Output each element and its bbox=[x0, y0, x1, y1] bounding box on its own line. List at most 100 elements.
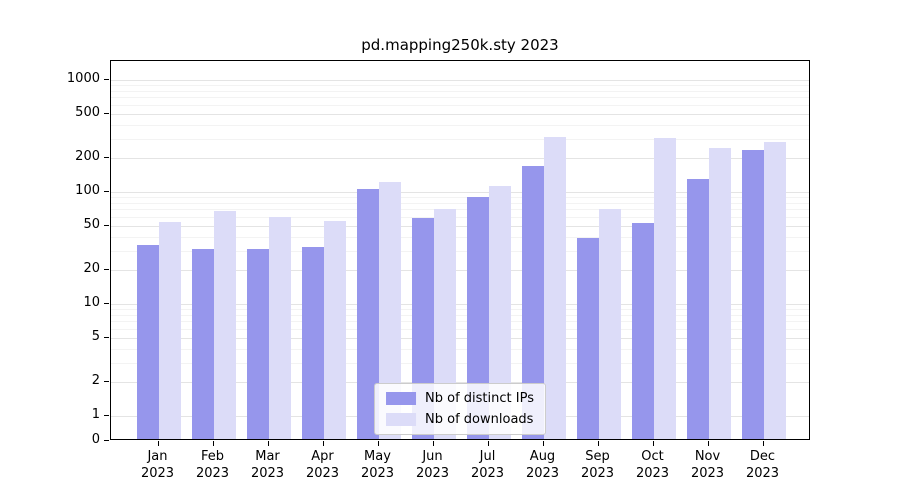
minor-gridline bbox=[111, 328, 809, 330]
x-tick-mark bbox=[157, 441, 159, 446]
y-tick-mark bbox=[104, 303, 109, 304]
x-tick-mark bbox=[432, 441, 434, 446]
bar-downloads bbox=[378, 181, 401, 439]
major-gridline bbox=[111, 270, 809, 272]
y-tick-mark bbox=[104, 269, 109, 271]
x-tick-mark bbox=[487, 441, 489, 446]
bar-distinct-ips bbox=[631, 222, 654, 439]
y-tick-mark bbox=[104, 415, 109, 416]
bar-downloads bbox=[488, 186, 511, 439]
bar-distinct-ips bbox=[576, 238, 599, 439]
y-tick-mark bbox=[104, 440, 109, 441]
minor-gridline bbox=[111, 236, 809, 238]
y-tick-label: 100 bbox=[75, 183, 100, 198]
y-tick-label: 1000 bbox=[66, 71, 100, 86]
minor-gridline bbox=[111, 209, 809, 211]
chart-title: pd.mapping250k.sty 2023 bbox=[361, 36, 559, 54]
minor-gridline bbox=[111, 202, 809, 204]
ips-color-swatch bbox=[386, 392, 417, 405]
x-tick-mark bbox=[267, 441, 269, 446]
bar-distinct-ips bbox=[686, 179, 709, 439]
x-tick-label: Jul 2023 bbox=[470, 449, 505, 481]
legend-item-distinct-ips: Nb of distinct IPs bbox=[386, 391, 534, 406]
bar-distinct-ips bbox=[521, 165, 544, 439]
major-gridline bbox=[111, 382, 809, 384]
legend-label-distinct-ips: Nb of distinct IPs bbox=[425, 391, 534, 406]
bar-downloads bbox=[158, 221, 181, 439]
minor-gridline bbox=[111, 97, 809, 99]
y-tick-mark bbox=[104, 112, 109, 114]
major-gridline bbox=[111, 337, 809, 339]
minor-gridline bbox=[111, 321, 809, 323]
y-tick-label: 5 bbox=[91, 328, 100, 344]
y-tick-label: 20 bbox=[83, 261, 100, 277]
y-tick-mark bbox=[104, 224, 109, 226]
major-gridline bbox=[111, 158, 809, 160]
x-tick-mark bbox=[542, 441, 544, 446]
major-gridline bbox=[111, 80, 809, 81]
y-tick-mark bbox=[104, 191, 109, 192]
bar-downloads bbox=[763, 141, 786, 439]
minor-gridline bbox=[111, 314, 809, 316]
y-tick-label: 10 bbox=[83, 295, 100, 310]
minor-gridline bbox=[111, 85, 809, 87]
x-tick-mark bbox=[707, 441, 709, 446]
minor-gridline bbox=[111, 250, 809, 252]
legend-label-downloads: Nb of downloads bbox=[425, 412, 534, 427]
major-gridline bbox=[111, 225, 809, 227]
x-tick-label: Aug 2023 bbox=[525, 449, 560, 481]
bar-downloads bbox=[653, 138, 676, 439]
x-tick-label: Feb 2023 bbox=[195, 449, 230, 481]
x-tick-label: Dec 2023 bbox=[745, 449, 780, 481]
minor-gridline bbox=[111, 309, 809, 311]
bar-downloads bbox=[323, 220, 346, 439]
bar-distinct-ips bbox=[301, 246, 324, 439]
legend: Nb of distinct IPs Nb of downloads bbox=[374, 383, 546, 435]
x-tick-label: Jan 2023 bbox=[140, 449, 175, 481]
x-tick-mark bbox=[322, 441, 324, 446]
bar-distinct-ips bbox=[136, 245, 159, 439]
x-tick-label: Sep 2023 bbox=[580, 449, 615, 481]
bar-downloads bbox=[598, 208, 621, 439]
minor-gridline bbox=[111, 90, 809, 92]
bar-distinct-ips bbox=[191, 248, 214, 439]
bar-distinct-ips bbox=[246, 248, 269, 439]
y-tick-mark bbox=[104, 336, 109, 338]
y-tick-label: 200 bbox=[75, 149, 100, 165]
major-gridline bbox=[111, 192, 809, 193]
x-tick-mark bbox=[652, 441, 654, 446]
bar-distinct-ips bbox=[741, 149, 764, 439]
x-tick-label: Oct 2023 bbox=[635, 449, 670, 481]
minor-gridline bbox=[111, 124, 809, 126]
legend-item-downloads: Nb of downloads bbox=[386, 412, 534, 427]
bar-downloads bbox=[543, 136, 566, 439]
bar-distinct-ips bbox=[356, 189, 379, 439]
x-tick-label: May 2023 bbox=[360, 449, 395, 481]
minor-gridline bbox=[111, 138, 809, 140]
minor-gridline bbox=[111, 197, 809, 199]
plot-area: Nb of distinct IPs Nb of downloads bbox=[110, 60, 810, 440]
minor-gridline bbox=[111, 104, 809, 106]
x-tick-mark bbox=[597, 441, 599, 446]
x-tick-mark bbox=[212, 441, 214, 446]
major-gridline bbox=[111, 113, 809, 115]
y-tick-label: 50 bbox=[83, 216, 100, 232]
y-tick-label: 1 bbox=[91, 407, 100, 422]
y-tick-mark bbox=[104, 157, 109, 159]
x-tick-mark bbox=[762, 441, 764, 446]
y-tick-label: 2 bbox=[91, 373, 100, 389]
x-tick-label: Mar 2023 bbox=[250, 449, 285, 481]
minor-gridline bbox=[111, 216, 809, 218]
x-tick-mark bbox=[377, 441, 379, 446]
downloads-color-swatch bbox=[386, 413, 417, 426]
minor-gridline bbox=[111, 362, 809, 364]
y-tick-mark bbox=[104, 381, 109, 383]
major-gridline bbox=[111, 304, 809, 305]
minor-gridline bbox=[111, 348, 809, 350]
x-tick-label: Jun 2023 bbox=[415, 449, 450, 481]
y-tick-mark bbox=[104, 79, 109, 80]
bar-distinct-ips bbox=[466, 197, 489, 439]
bar-downloads bbox=[268, 217, 291, 439]
x-tick-label: Nov 2023 bbox=[690, 449, 725, 481]
